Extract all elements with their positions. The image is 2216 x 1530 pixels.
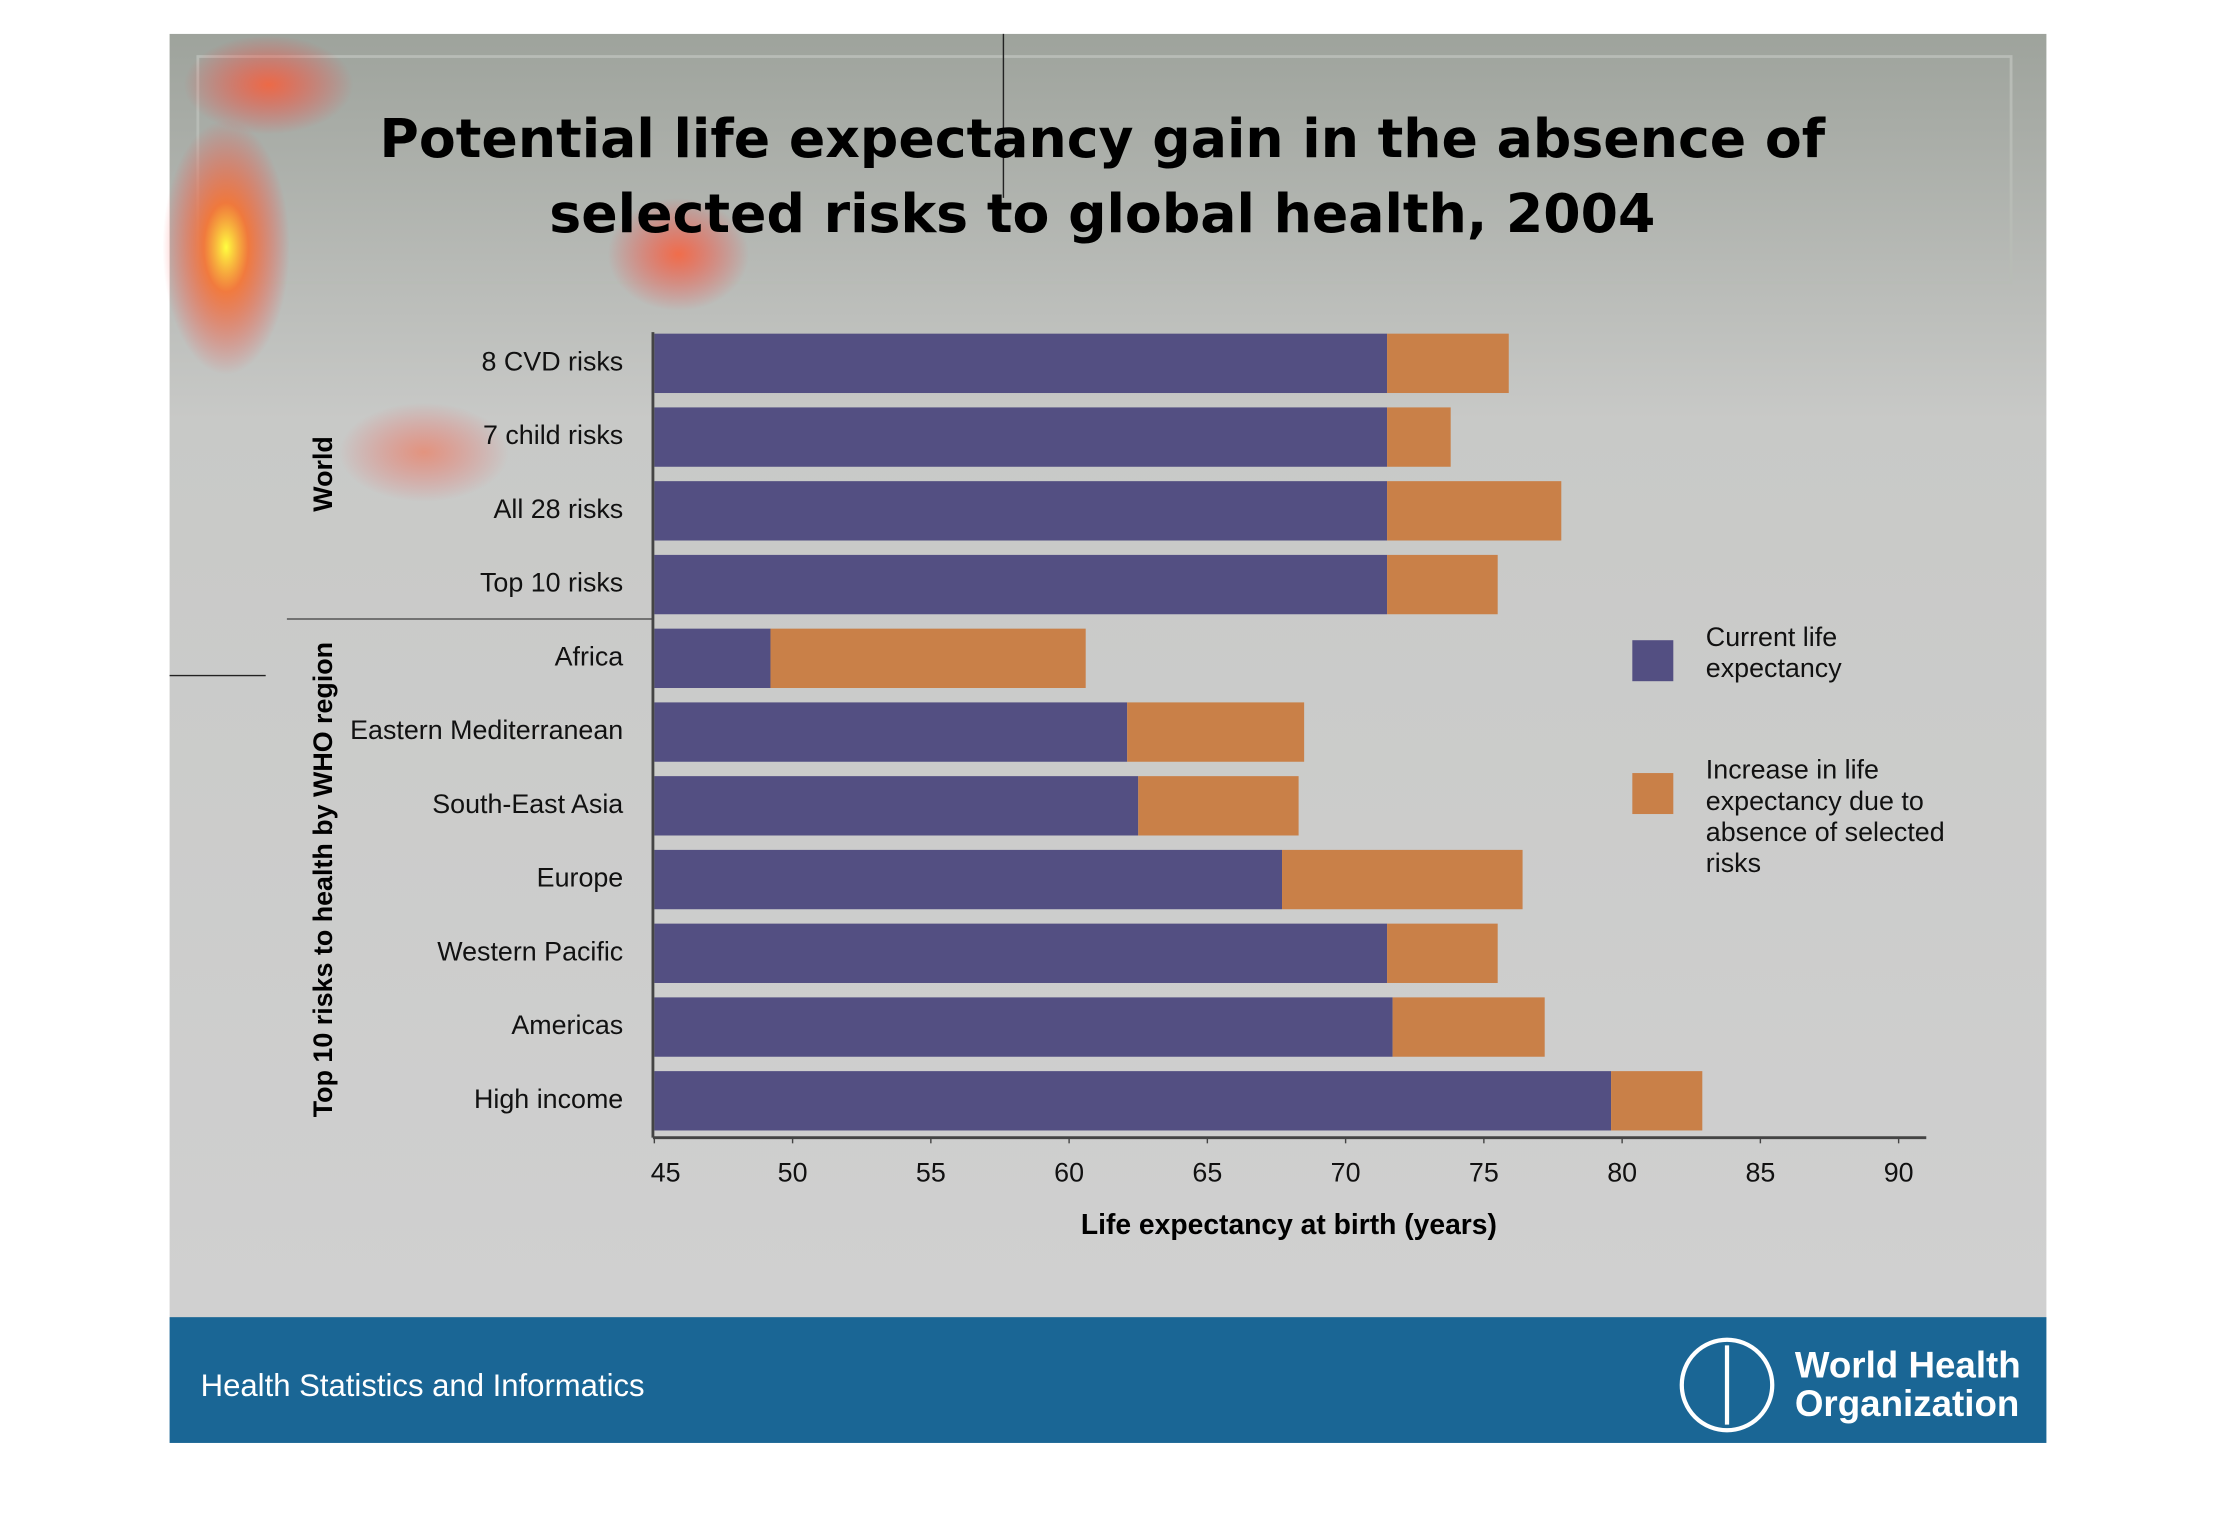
group-label: World [308, 436, 338, 512]
chart-title: Potential life expectancy gain in the ab… [379, 107, 1826, 245]
who-logo [1679, 1337, 1775, 1433]
bar-segment [1392, 997, 1545, 1057]
legend-swatch [1632, 640, 1674, 682]
legend-text-box: Current life expectancy [1705, 623, 1842, 685]
bar-segment [654, 702, 1128, 762]
bar-segment [1127, 702, 1305, 762]
y-tick-label: 8 CVD risks [482, 346, 624, 376]
heat-blob [162, 120, 290, 375]
bar-segment [1387, 333, 1509, 394]
y-tick-label: All 28 risks [493, 494, 623, 524]
y-tick-label: High income [474, 1084, 623, 1114]
bar-segment [1611, 1071, 1703, 1131]
bar-segment [654, 1071, 1612, 1131]
y-tick-label: Americas [511, 1010, 623, 1040]
bar-segment [1387, 923, 1498, 983]
org-name: Organization [1795, 1383, 2020, 1424]
x-tick-label: 90 [1884, 1158, 1914, 1188]
bar-segment [654, 849, 1283, 910]
x-tick-label: 85 [1745, 1158, 1775, 1188]
y-tick-label: Africa [555, 641, 624, 671]
bar-segment [654, 628, 771, 689]
bar-segment [1387, 481, 1562, 541]
bar-segment [1138, 776, 1299, 836]
x-tick-label: 80 [1607, 1158, 1637, 1188]
bar-segment [770, 628, 1086, 689]
y-tick-label: Top 10 risks [480, 568, 623, 598]
x-tick-label: 65 [1192, 1158, 1222, 1188]
legend-swatch [1632, 773, 1674, 815]
bar-segment [1387, 407, 1451, 467]
bar-segment [654, 923, 1388, 983]
legend-label: Increase in life expectancy due to absen… [1705, 756, 1945, 880]
bar-segment [654, 333, 1388, 394]
bar-segment [654, 997, 1393, 1057]
heat-blob [607, 197, 750, 311]
y-tick-label: South-East Asia [432, 789, 623, 819]
x-tick-label: 55 [916, 1158, 946, 1188]
x-tick-label: 75 [1469, 1158, 1499, 1188]
bar-segment [1387, 554, 1498, 615]
group-label: Top 10 risks to health by WHO region [308, 642, 338, 1117]
org-name: World Health [1795, 1345, 2021, 1386]
legend-label: Current life expectancy [1705, 623, 1842, 685]
y-tick-label: Eastern Mediterranean [350, 715, 623, 745]
x-tick-label: 45 [651, 1158, 681, 1188]
legend-text-box: Increase in life expectancy due to absen… [1705, 756, 1945, 880]
bar-segment [654, 554, 1388, 615]
bar-segment [654, 481, 1388, 541]
y-tick-label: Western Pacific [437, 936, 623, 966]
bar-segment [1282, 849, 1523, 910]
bar-segment [654, 407, 1388, 467]
x-tick-label: 60 [1054, 1158, 1084, 1188]
y-tick-label: Europe [537, 863, 624, 893]
y-tick-label: 7 child risks [483, 420, 623, 450]
bar-segment [654, 776, 1139, 836]
heat-blob [183, 35, 354, 135]
title-box: Potential life expectancy gain in the ab… [379, 107, 1826, 245]
heat-blob [339, 402, 509, 502]
x-tick-label: 70 [1331, 1158, 1361, 1188]
x-tick-label: 50 [778, 1158, 808, 1188]
footer-text: Health Statistics and Informatics [201, 1368, 645, 1403]
x-axis-title: Life expectancy at birth (years) [1081, 1208, 1497, 1240]
